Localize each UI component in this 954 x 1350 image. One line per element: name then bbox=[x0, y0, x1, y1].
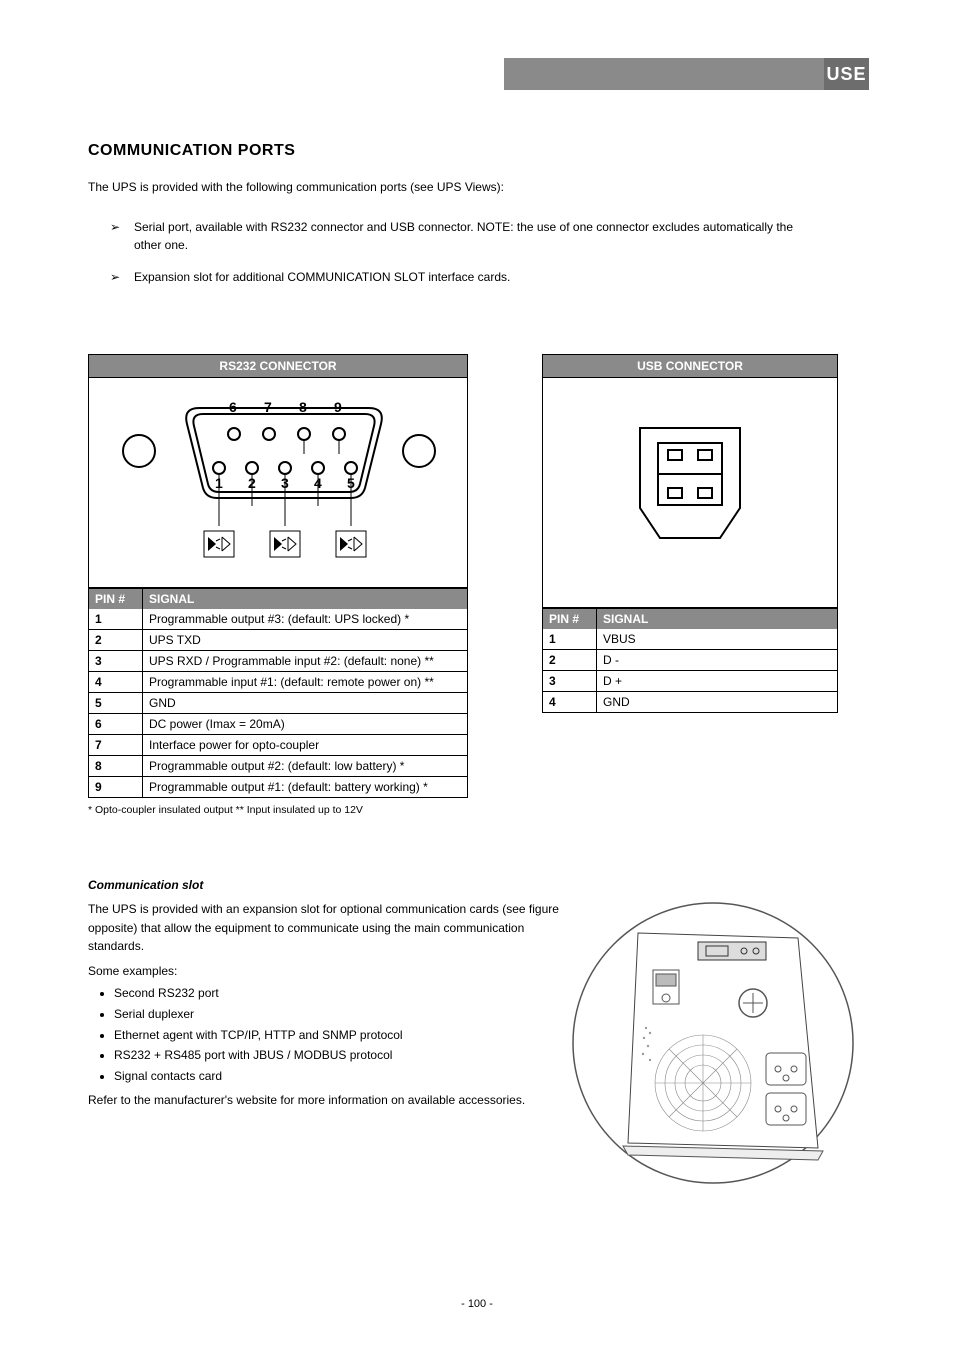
signal-cell: DC power (Imax = 20mA) bbox=[143, 714, 467, 734]
pin-cell: 1 bbox=[89, 609, 143, 629]
rs232-diagram: 6 7 8 9 1 2 3 4 5 bbox=[89, 378, 467, 588]
arrow-icon: ➢ bbox=[110, 218, 134, 254]
table-row: 2UPS TXD bbox=[89, 629, 467, 650]
table-row: 2D - bbox=[543, 649, 837, 670]
slot-list: Second RS232 port Serial duplexer Ethern… bbox=[114, 984, 563, 1085]
signal-cell: Programmable output #2: (default: low ba… bbox=[143, 756, 467, 776]
svg-text:6: 6 bbox=[229, 399, 237, 415]
signal-cell: VBUS bbox=[597, 629, 837, 649]
slot-title: Communication slot bbox=[88, 878, 203, 892]
ups-rear-icon bbox=[568, 898, 858, 1188]
bullet-text: Serial port, available with RS232 connec… bbox=[134, 218, 820, 254]
arrow-icon: ➢ bbox=[110, 268, 134, 286]
pin-cell: 4 bbox=[89, 672, 143, 692]
pin-cell: 1 bbox=[543, 629, 597, 649]
usb-header: USB CONNECTOR bbox=[543, 355, 837, 378]
pin-cell: 3 bbox=[543, 671, 597, 691]
table-row: 1Programmable output #3: (default: UPS l… bbox=[89, 609, 467, 629]
signal-cell: Interface power for opto-coupler bbox=[143, 735, 467, 755]
table-row: 1VBUS bbox=[543, 629, 837, 649]
signal-cell: UPS RXD / Programmable input #2: (defaul… bbox=[143, 651, 467, 671]
table-row: 3D + bbox=[543, 670, 837, 691]
usb-subheader: PIN # SIGNAL bbox=[543, 608, 837, 629]
header-tab: USE bbox=[824, 58, 869, 90]
col-signal: SIGNAL bbox=[597, 609, 837, 629]
usb-diagram bbox=[543, 398, 837, 608]
table-row: 5GND bbox=[89, 692, 467, 713]
pin-cell: 7 bbox=[89, 735, 143, 755]
header-tab-label: USE bbox=[826, 64, 866, 85]
signal-cell: GND bbox=[143, 693, 467, 713]
table-row: 8Programmable output #2: (default: low b… bbox=[89, 755, 467, 776]
list-item: RS232 + RS485 port with JBUS / MODBUS pr… bbox=[114, 1046, 563, 1065]
pin-cell: 8 bbox=[89, 756, 143, 776]
pin-cell: 2 bbox=[89, 630, 143, 650]
table-row: 6DC power (Imax = 20mA) bbox=[89, 713, 467, 734]
table-row: 4GND bbox=[543, 691, 837, 712]
rs232-connector-table: RS232 CONNECTOR 6 7 8 9 bbox=[88, 354, 468, 798]
list-item: Ethernet agent with TCP/IP, HTTP and SNM… bbox=[114, 1026, 563, 1045]
svg-text:7: 7 bbox=[264, 399, 272, 415]
rs232-header: RS232 CONNECTOR bbox=[89, 355, 467, 378]
signal-cell: GND bbox=[597, 692, 837, 712]
slot-paragraph-2: Some examples: bbox=[88, 962, 563, 981]
col-pin: PIN # bbox=[543, 609, 597, 629]
usb-b-connector-icon bbox=[610, 398, 770, 568]
signal-cell: Programmable output #3: (default: UPS lo… bbox=[143, 609, 467, 629]
svg-text:9: 9 bbox=[334, 399, 342, 415]
table-row: 7Interface power for opto-coupler bbox=[89, 734, 467, 755]
signal-cell: Programmable output #1: (default: batter… bbox=[143, 777, 467, 797]
pin-cell: 6 bbox=[89, 714, 143, 734]
table-row: 3UPS RXD / Programmable input #2: (defau… bbox=[89, 650, 467, 671]
usb-connector-table: USB CONNECTOR PIN # SIGNAL 1VBUS2D -3D +… bbox=[542, 354, 838, 713]
list-item: Second RS232 port bbox=[114, 984, 563, 1003]
bullet-item: ➢ Expansion slot for additional COMMUNIC… bbox=[110, 268, 820, 286]
slot-paragraph-3: Refer to the manufacturer's website for … bbox=[88, 1091, 563, 1110]
signal-cell: Programmable input #1: (default: remote … bbox=[143, 672, 467, 692]
header-spacer bbox=[504, 58, 824, 90]
svg-text:8: 8 bbox=[299, 399, 307, 415]
page-header: USE bbox=[504, 58, 869, 90]
pin-cell: 3 bbox=[89, 651, 143, 671]
intro-bullets: ➢ Serial port, available with RS232 conn… bbox=[110, 218, 820, 300]
signal-cell: UPS TXD bbox=[143, 630, 467, 650]
slot-body: The UPS is provided with an expansion sl… bbox=[88, 900, 563, 1110]
signal-cell: D - bbox=[597, 650, 837, 670]
bullet-item: ➢ Serial port, available with RS232 conn… bbox=[110, 218, 820, 254]
list-item: Signal contacts card bbox=[114, 1067, 563, 1086]
slot-illustration bbox=[568, 898, 858, 1188]
table-row: 9Programmable output #1: (default: batte… bbox=[89, 776, 467, 797]
signal-cell: D + bbox=[597, 671, 837, 691]
rs232-footnote: * Opto-coupler insulated output ** Input… bbox=[88, 804, 468, 816]
table-row: 4Programmable input #1: (default: remote… bbox=[89, 671, 467, 692]
slot-paragraph-1: The UPS is provided with an expansion sl… bbox=[88, 900, 563, 956]
intro-text: The UPS is provided with the following c… bbox=[88, 178, 868, 196]
page-number: - 100 - bbox=[0, 1298, 954, 1310]
intro-paragraph: The UPS is provided with the following c… bbox=[88, 178, 868, 196]
pin-cell: 2 bbox=[543, 650, 597, 670]
pin-cell: 4 bbox=[543, 692, 597, 712]
list-item: Serial duplexer bbox=[114, 1005, 563, 1024]
pin-cell: 5 bbox=[89, 693, 143, 713]
section-title: COMMUNICATION PORTS bbox=[88, 142, 295, 160]
pin-cell: 9 bbox=[89, 777, 143, 797]
bullet-text: Expansion slot for additional COMMUNICAT… bbox=[134, 268, 510, 286]
db9-connector-icon: 6 7 8 9 1 2 3 4 5 bbox=[119, 396, 439, 596]
